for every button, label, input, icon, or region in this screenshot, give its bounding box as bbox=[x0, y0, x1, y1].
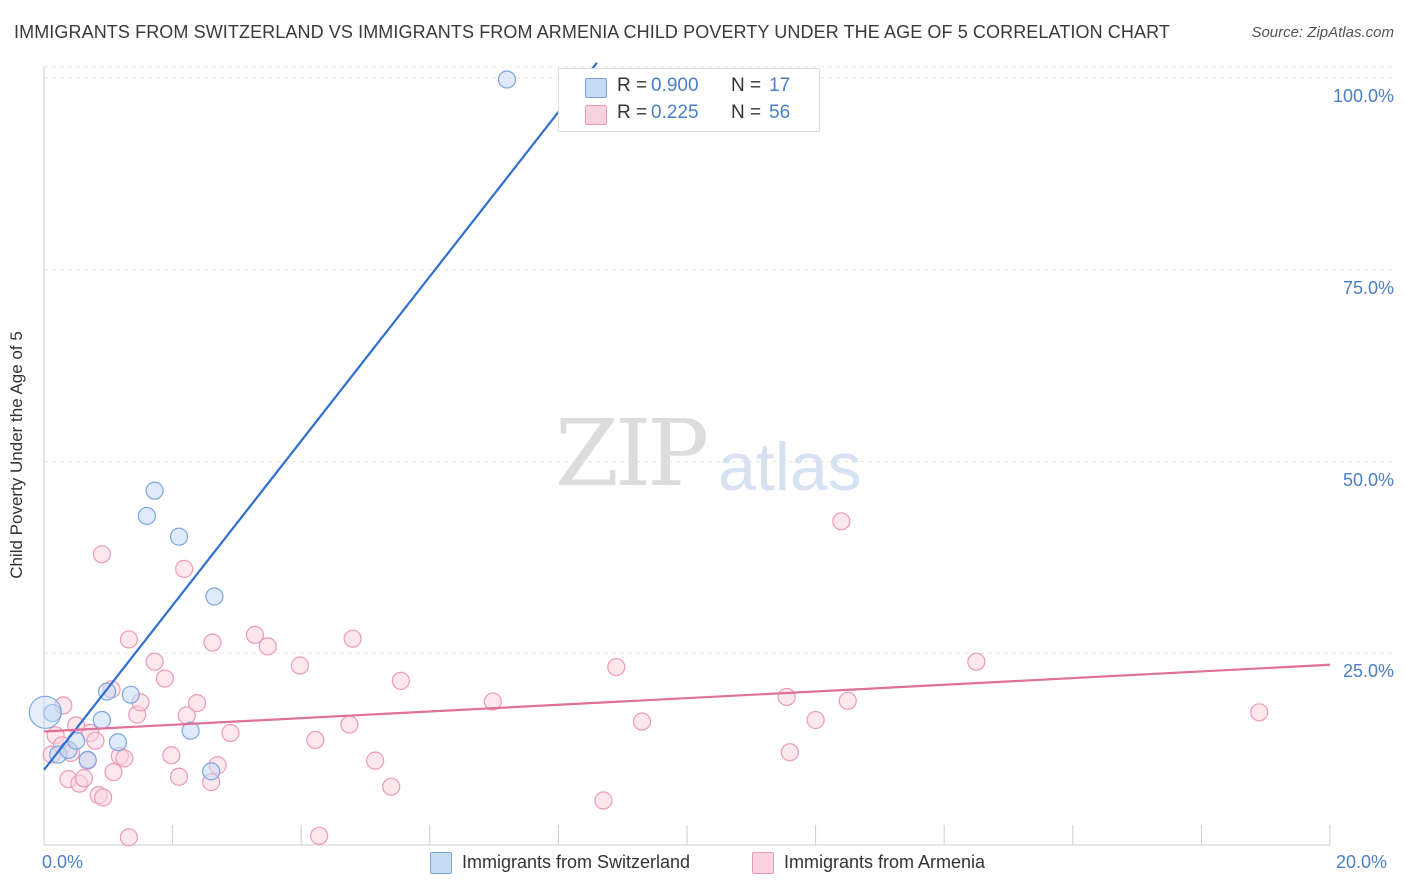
armenia-point bbox=[382, 777, 401, 796]
armenia-point bbox=[340, 715, 359, 734]
armenia-point bbox=[74, 769, 93, 788]
armenia-point bbox=[832, 512, 851, 531]
switzerland-point bbox=[137, 506, 156, 526]
switzerland-point-large bbox=[28, 695, 62, 729]
switzerland-point bbox=[169, 527, 189, 546]
armenia-point bbox=[607, 657, 626, 677]
armenia-trend-line bbox=[43, 663, 1331, 733]
r-value: 0.900 bbox=[651, 75, 699, 96]
x-tick-label-min: 0.0% bbox=[42, 852, 84, 872]
armenia-point bbox=[290, 656, 310, 675]
y-tick-label: 75.0% bbox=[1342, 277, 1394, 298]
gridlines bbox=[44, 66, 1392, 654]
armenia-swatch bbox=[585, 105, 607, 125]
armenia-point bbox=[366, 751, 385, 770]
armenia-point bbox=[483, 692, 502, 711]
n-value: 17 bbox=[769, 75, 791, 96]
armenia-point bbox=[162, 746, 181, 765]
armenia-point bbox=[119, 828, 138, 847]
armenia-point bbox=[115, 749, 134, 768]
legend-item-switzerland[interactable]: Immigrants from Switzerland bbox=[430, 852, 690, 876]
switzerland-point bbox=[205, 587, 224, 606]
watermark-atlas: atlas bbox=[718, 429, 862, 505]
legend-swatch-switzerland bbox=[430, 852, 452, 875]
y-tick-label: 100.0% bbox=[1332, 86, 1394, 106]
switzerland-point bbox=[78, 750, 97, 769]
armenia-point bbox=[245, 625, 265, 644]
stats-box: R = 0.900 N = 17 R = 0.225 N = 56 bbox=[558, 68, 820, 132]
trend-lines bbox=[43, 61, 1331, 771]
legend-item-armenia[interactable]: Immigrants from Armenia bbox=[752, 852, 985, 876]
r-value: 0.225 bbox=[651, 102, 699, 123]
legend-swatch-armenia bbox=[752, 852, 774, 875]
switzerland-point bbox=[181, 721, 200, 740]
armenia-point bbox=[155, 669, 174, 688]
armenia-point bbox=[967, 652, 986, 671]
switzerland-point bbox=[145, 481, 164, 500]
legend-label-armenia: Immigrants from Armenia bbox=[784, 852, 986, 872]
switzerland-swatch bbox=[585, 78, 607, 98]
armenia-point bbox=[203, 633, 222, 652]
armenia-point bbox=[306, 730, 325, 750]
switzerland-points bbox=[28, 70, 517, 781]
y-tick-label: 50.0% bbox=[1342, 469, 1394, 490]
n-label: N = bbox=[731, 102, 762, 123]
y-tick-label: 25.0% bbox=[1342, 661, 1394, 682]
switzerland-point bbox=[92, 710, 111, 730]
armenia-point bbox=[187, 694, 207, 713]
armenia-points bbox=[42, 512, 1269, 847]
armenia-point bbox=[343, 629, 362, 648]
watermark-zip: ZIP bbox=[555, 400, 709, 507]
switzerland-point bbox=[202, 762, 221, 781]
armenia-point bbox=[632, 712, 652, 731]
x-tick-label-max: 20.0% bbox=[1336, 852, 1388, 872]
y-axis-label: Child Poverty Under the Age of 5 bbox=[7, 331, 26, 579]
armenia-point bbox=[175, 559, 194, 578]
chart-title: IMMIGRANTS FROM SWITZERLAND VS IMMIGRANT… bbox=[14, 22, 1170, 42]
switzerland-trend-line bbox=[43, 61, 598, 771]
armenia-point bbox=[86, 731, 105, 750]
r-label: R = bbox=[617, 102, 648, 123]
armenia-point bbox=[221, 723, 240, 743]
source-label: Source: ZipAtlas.com bbox=[1251, 24, 1394, 41]
n-value: 56 bbox=[769, 102, 791, 123]
armenia-point bbox=[145, 652, 164, 671]
switzerland-point bbox=[108, 733, 128, 752]
armenia-point bbox=[119, 630, 138, 649]
n-label: N = bbox=[731, 75, 762, 96]
armenia-point bbox=[94, 788, 113, 807]
armenia-point bbox=[169, 767, 189, 786]
armenia-point bbox=[391, 671, 410, 690]
armenia-point bbox=[258, 637, 277, 656]
r-label: R = bbox=[617, 75, 648, 96]
armenia-point bbox=[806, 710, 825, 730]
armenia-point bbox=[838, 691, 857, 710]
armenia-point bbox=[780, 743, 799, 762]
switzerland-point bbox=[497, 70, 517, 89]
armenia-point bbox=[92, 545, 111, 564]
armenia-point bbox=[1250, 703, 1269, 722]
switzerland-point bbox=[121, 685, 140, 704]
armenia-point bbox=[310, 826, 329, 845]
legend-label-switzerland: Immigrants from Switzerland bbox=[462, 852, 691, 872]
armenia-point bbox=[594, 791, 613, 810]
armenia-point bbox=[104, 763, 123, 782]
armenia-point bbox=[777, 687, 796, 707]
